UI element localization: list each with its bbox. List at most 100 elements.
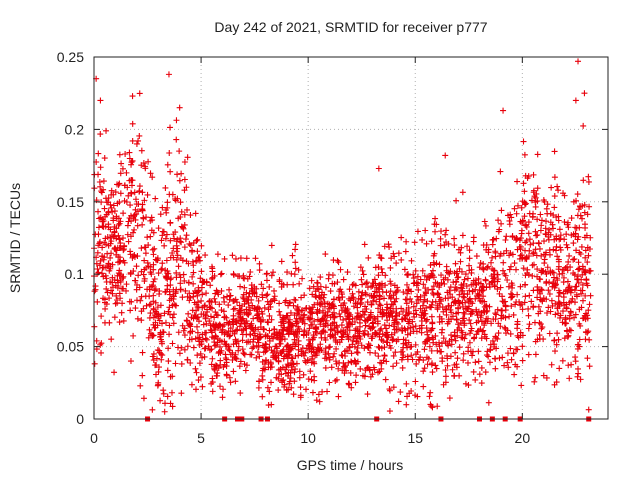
data-point: [487, 341, 494, 348]
data-point-outlier: [155, 379, 162, 386]
data-point: [279, 333, 286, 340]
data-point: [430, 291, 437, 298]
data-point: [546, 247, 553, 254]
data-point: [551, 381, 558, 388]
data-point: [309, 291, 316, 298]
data-point: [194, 352, 201, 359]
data-point: [377, 327, 384, 334]
data-point: [408, 257, 415, 264]
data-point: [505, 283, 512, 290]
data-point: [413, 328, 420, 335]
data-point: [480, 260, 487, 267]
data-point: [253, 293, 260, 300]
data-point: [329, 272, 336, 279]
data-point: [173, 117, 180, 124]
data-point: [550, 225, 557, 232]
data-point: [111, 314, 118, 321]
data-point: [213, 287, 220, 294]
data-point: [340, 276, 347, 283]
data-point: [499, 307, 506, 314]
data-point: [404, 353, 411, 360]
data-point: [309, 336, 316, 343]
data-point: [514, 202, 521, 209]
data-point: [162, 235, 169, 242]
data-point: [361, 373, 368, 380]
data-point: [458, 327, 465, 334]
data-point: [184, 206, 191, 213]
data-point: [112, 189, 119, 196]
data-point: [111, 369, 118, 376]
data-point: [268, 379, 275, 386]
data-point: [554, 183, 561, 190]
data-point: [402, 296, 409, 303]
data-point: [546, 290, 553, 297]
data-point: [331, 313, 338, 320]
data-point: [536, 275, 543, 282]
data-point: [530, 249, 537, 256]
data-point: [443, 311, 450, 318]
data-point: [127, 202, 134, 209]
data-point: [253, 305, 260, 312]
data-point: [484, 263, 491, 270]
data-point: [220, 294, 227, 301]
data-point: [271, 297, 278, 304]
data-point: [432, 362, 439, 369]
data-point-outlier: [500, 107, 507, 114]
data-point: [573, 283, 580, 290]
data-point: [401, 325, 408, 332]
data-point: [561, 192, 568, 199]
data-point: [291, 336, 298, 343]
data-point: [168, 389, 175, 396]
data-point: [547, 219, 554, 226]
data-point: [239, 337, 246, 344]
data-point: [117, 190, 124, 197]
data-point: [198, 297, 205, 304]
data-point: [225, 343, 232, 350]
data-point: [120, 210, 127, 217]
data-point: [305, 342, 312, 349]
data-point: [132, 277, 139, 284]
data-point: [146, 326, 153, 333]
data-point: [159, 232, 166, 239]
data-point: [117, 218, 124, 225]
data-point: [453, 270, 460, 277]
data-point: [431, 261, 438, 268]
data-point: [411, 313, 418, 320]
data-point: [271, 326, 278, 333]
data-point: [460, 280, 467, 287]
data-point: [465, 382, 472, 389]
data-point: [326, 379, 333, 386]
data-point: [220, 363, 227, 370]
data-point: [362, 367, 369, 374]
data-point: [249, 302, 256, 309]
data-point: [313, 309, 320, 316]
data-point: [167, 220, 174, 227]
data-point: [482, 277, 489, 284]
data-point: [514, 236, 521, 243]
data-point: [100, 295, 107, 302]
data-point: [167, 282, 174, 289]
data-point: [436, 294, 443, 301]
data-point: [551, 148, 558, 155]
data-point: [266, 337, 273, 344]
data-point: [163, 273, 170, 280]
data-point: [499, 267, 506, 274]
data-point: [396, 311, 403, 318]
data-point: [346, 286, 353, 293]
data-point: [226, 347, 233, 354]
data-point: [379, 269, 386, 276]
data-point: [376, 301, 383, 308]
data-point: [226, 292, 233, 299]
data-point: [502, 237, 509, 244]
data-point: [221, 338, 228, 345]
data-point: [189, 258, 196, 265]
data-point: [151, 287, 158, 294]
data-point: [265, 364, 272, 371]
data-point: [155, 313, 162, 320]
data-point: [434, 304, 441, 311]
data-point: [136, 188, 143, 195]
data-point: [574, 373, 581, 380]
data-point: [464, 306, 471, 313]
data-point: [109, 279, 116, 286]
data-point: [538, 252, 545, 259]
